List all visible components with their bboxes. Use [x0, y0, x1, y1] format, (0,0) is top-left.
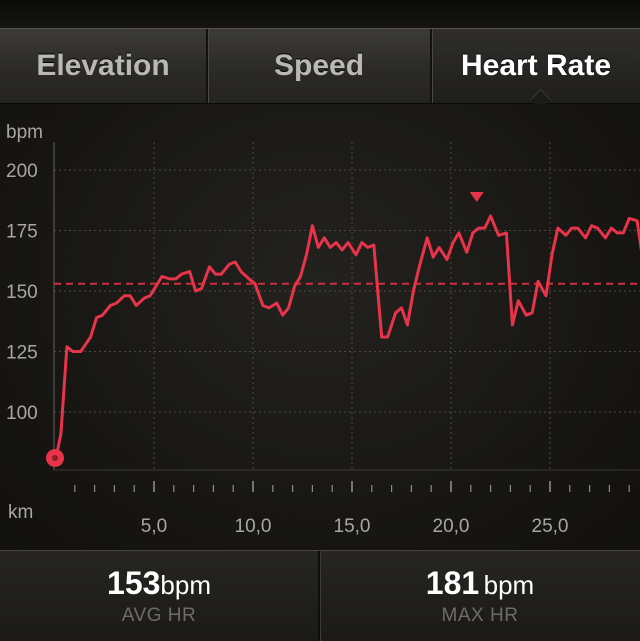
y-tick-label: 100	[6, 403, 38, 424]
max-hr-unit: bpm	[483, 570, 535, 600]
heart-rate-series-line	[54, 214, 640, 459]
status-bar	[0, 0, 640, 28]
max-hr-panel: 181 bpm MAX HR	[320, 551, 640, 641]
start-point-marker-center	[52, 454, 58, 461]
avg-hr-panel: 153bpm AVG HR	[0, 551, 320, 641]
tab-bar: Elevation Speed Heart Rate	[0, 28, 640, 104]
y-tick-label: 150	[6, 282, 38, 303]
avg-hr-unit: bpm	[160, 570, 211, 600]
max-hr-label: MAX HR	[441, 605, 519, 626]
y-axis-unit-label: bpm	[6, 122, 43, 143]
x-tick-label: 25,0	[532, 516, 569, 537]
y-tick-label: 200	[6, 161, 38, 182]
x-tick-label: 20,0	[433, 516, 470, 537]
avg-hr-value: 153bpm	[0, 565, 318, 602]
x-tick-label: 5,0	[141, 516, 167, 537]
max-hr-value: 181 bpm	[320, 565, 640, 602]
y-tick-label: 125	[6, 343, 38, 364]
avg-hr-number: 153	[107, 565, 161, 601]
x-tick-label: 10,0	[235, 516, 272, 537]
y-tick-label: 175	[6, 222, 38, 243]
max-hr-number: 181	[425, 565, 480, 601]
x-tick-label: 15,0	[334, 516, 371, 537]
avg-hr-label: AVG HR	[121, 605, 197, 626]
tab-heart-rate[interactable]: Heart Rate	[432, 29, 640, 103]
max-hr-marker	[469, 191, 484, 202]
tab-elevation[interactable]: Elevation	[0, 29, 208, 103]
tab-speed[interactable]: Speed	[208, 29, 432, 103]
stats-bar: 153bpm AVG HR 181 bpm MAX HR	[0, 550, 640, 641]
x-axis-unit-label: km	[8, 502, 33, 523]
